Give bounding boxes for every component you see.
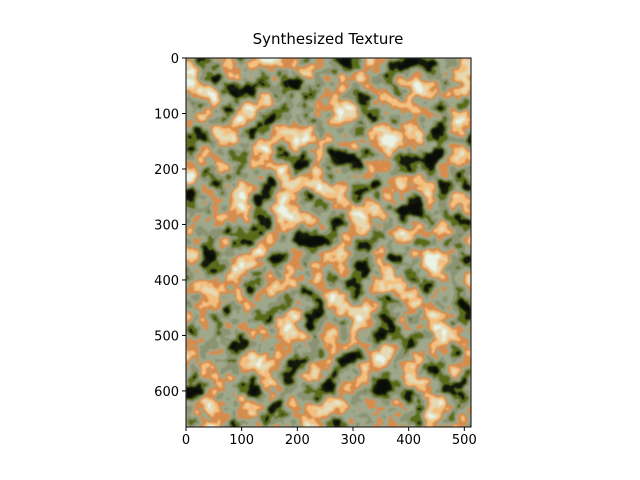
y-tick-label: 200 xyxy=(154,163,179,178)
x-tick-label: 300 xyxy=(341,433,366,448)
y-tick-label: 600 xyxy=(154,385,179,400)
x-tick-label: 100 xyxy=(229,433,254,448)
y-tick-label: 400 xyxy=(154,274,179,289)
axes-frame xyxy=(185,57,472,428)
y-tick-label: 500 xyxy=(154,329,179,344)
x-tick-label: 400 xyxy=(396,433,421,448)
chart-title: Synthesized Texture xyxy=(253,30,404,48)
texture-image xyxy=(186,58,471,427)
y-tick-label: 100 xyxy=(154,107,179,122)
y-tick-label: 0 xyxy=(171,52,179,67)
x-tick-label: 0 xyxy=(182,433,190,448)
y-tick-label: 300 xyxy=(154,218,179,233)
x-tick-label: 500 xyxy=(452,433,477,448)
x-tick-label: 200 xyxy=(285,433,310,448)
